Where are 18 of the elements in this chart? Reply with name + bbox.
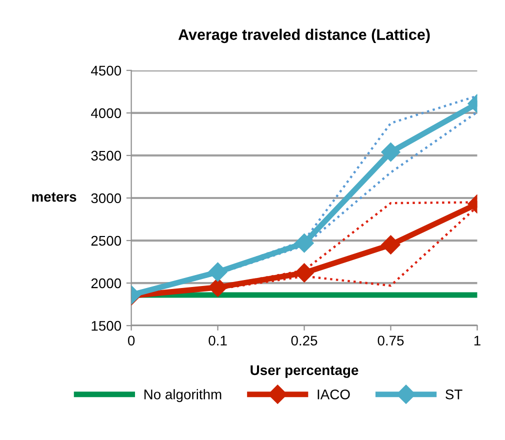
legend-label: No algorithm bbox=[144, 389, 222, 402]
x-tick-label: 0 bbox=[128, 336, 135, 346]
legend-label: ST bbox=[446, 390, 462, 400]
x-axis-title: User percentage bbox=[250, 365, 358, 378]
x-tick-label: 0.1 bbox=[208, 336, 227, 346]
y-tick-label: 2500 bbox=[91, 236, 122, 246]
y-tick-label: 3500 bbox=[91, 150, 122, 161]
x-tick-label: 0.25 bbox=[291, 336, 318, 346]
legend-label: IACO bbox=[318, 390, 350, 400]
chart-title: Average traveled distance (Lattice) bbox=[178, 28, 430, 44]
y-tick-label: 4500 bbox=[91, 66, 122, 76]
y-tick-label: 4000 bbox=[91, 108, 122, 118]
y-tick-label: 1500 bbox=[92, 320, 122, 331]
y-tick-label: 3000 bbox=[91, 193, 122, 204]
y-tick-label: 2000 bbox=[91, 278, 122, 288]
x-tick-label: 0.75 bbox=[378, 336, 404, 346]
x-tick-label: 1 bbox=[474, 336, 480, 346]
y-axis-title: meters bbox=[32, 192, 76, 202]
